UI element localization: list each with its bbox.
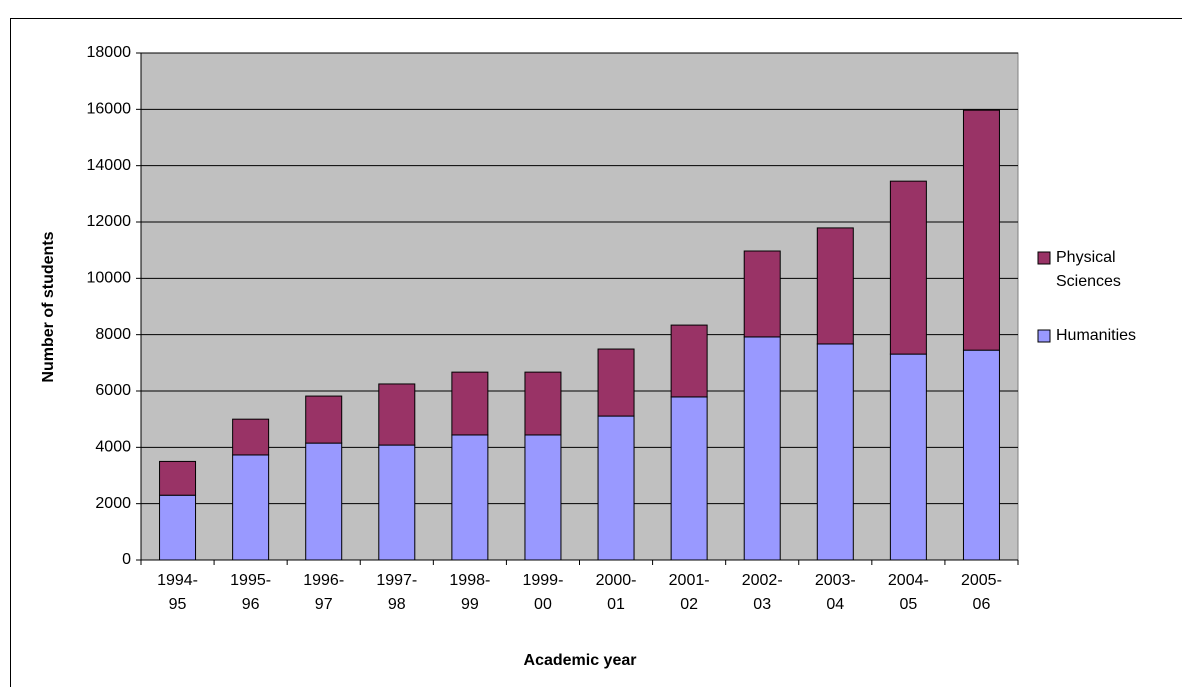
y-tick-label: 2000 <box>95 495 131 512</box>
bar-segment <box>159 460 197 496</box>
bar-segment <box>305 442 343 561</box>
plot-area <box>140 52 1019 561</box>
x-tick-label: 2004-05 <box>888 572 929 613</box>
y-tick-label: 12000 <box>87 213 132 230</box>
bar-segment <box>597 415 635 561</box>
legend-swatch <box>1037 329 1051 343</box>
bar-segment <box>743 336 781 561</box>
x-tick-label: 2001-02 <box>669 572 710 613</box>
bar-segment <box>889 180 927 355</box>
y-tick-label: 4000 <box>95 439 131 456</box>
x-axis-title: Academic year <box>524 652 637 669</box>
x-tick-label: 1996-97 <box>303 572 344 613</box>
bar-segment <box>378 444 416 561</box>
bar-segment <box>232 418 270 456</box>
legend-label: Physical Sciences <box>1056 249 1121 290</box>
x-tick-label: 1994-95 <box>157 572 198 613</box>
bar-segment <box>524 371 562 436</box>
legend-label: Humanities <box>1056 327 1136 344</box>
bar-segment <box>159 494 197 561</box>
bar-segment <box>962 349 1000 561</box>
x-tick-label: 2003-04 <box>815 572 856 613</box>
bar-segment <box>670 324 708 398</box>
x-tick-label: 1997-98 <box>376 572 417 613</box>
y-tick-label: 10000 <box>87 270 132 287</box>
bar-segment <box>451 434 489 561</box>
bar-segment <box>451 371 489 436</box>
bar-segment <box>232 454 270 561</box>
legend-swatch <box>1037 251 1051 265</box>
x-tick-label: 2000-01 <box>596 572 637 613</box>
x-tick-label: 1995-96 <box>230 572 271 613</box>
y-tick-label: 0 <box>122 551 131 568</box>
bar-segment <box>670 396 708 561</box>
x-tick-label: 1999-00 <box>522 572 563 613</box>
bar-segment <box>816 227 854 345</box>
x-tick-label: 1998-99 <box>449 572 490 613</box>
bar-segment <box>524 434 562 561</box>
bar-segment <box>743 250 781 338</box>
bar-segment <box>816 343 854 561</box>
x-tick-label: 2002-03 <box>742 572 783 613</box>
y-tick-label: 16000 <box>87 101 132 118</box>
bar-segment <box>597 348 635 417</box>
x-tick-label: 2005-06 <box>961 572 1002 613</box>
y-axis-title: Number of students <box>40 231 57 382</box>
bar-segment <box>378 383 416 446</box>
y-tick-label: 6000 <box>95 382 131 399</box>
bar-segment <box>305 395 343 444</box>
bar-segment <box>889 353 927 561</box>
bar-segment <box>962 109 1000 351</box>
y-tick-label: 8000 <box>95 326 131 343</box>
y-tick-label: 18000 <box>87 44 132 61</box>
y-tick-label: 14000 <box>87 157 132 174</box>
